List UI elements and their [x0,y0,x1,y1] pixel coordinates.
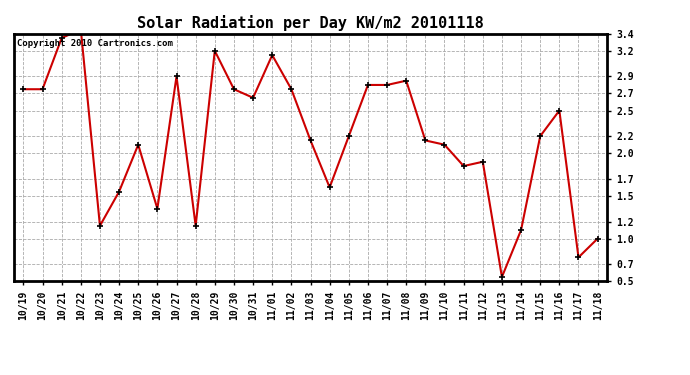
Text: Copyright 2010 Cartronics.com: Copyright 2010 Cartronics.com [17,39,172,48]
Title: Solar Radiation per Day KW/m2 20101118: Solar Radiation per Day KW/m2 20101118 [137,15,484,31]
